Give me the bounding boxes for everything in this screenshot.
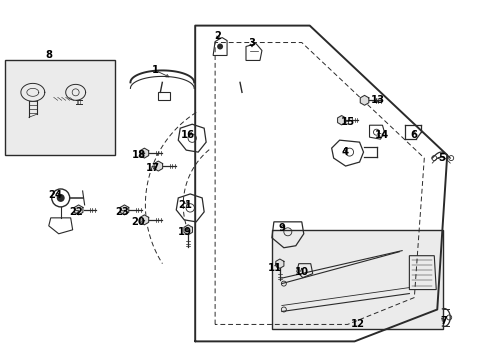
Polygon shape	[120, 205, 128, 215]
Text: 12: 12	[350, 319, 364, 329]
Text: 2: 2	[214, 31, 221, 41]
Circle shape	[217, 44, 223, 50]
Text: 21: 21	[178, 200, 192, 210]
Text: 1: 1	[151, 66, 159, 76]
Text: 9: 9	[278, 223, 285, 233]
Polygon shape	[140, 148, 148, 158]
Text: 14: 14	[374, 130, 388, 140]
Bar	[5, 60, 114, 155]
Text: 19: 19	[178, 227, 192, 237]
Text: 13: 13	[370, 95, 384, 105]
Text: 24: 24	[49, 190, 62, 200]
Text: 23: 23	[115, 207, 129, 217]
Text: 3: 3	[248, 37, 255, 48]
Text: 8: 8	[45, 50, 52, 60]
Polygon shape	[74, 205, 83, 215]
Bar	[271, 230, 442, 329]
Text: 18: 18	[131, 150, 145, 160]
Polygon shape	[183, 225, 192, 235]
Text: 16: 16	[181, 130, 195, 140]
Text: 15: 15	[340, 117, 354, 127]
Polygon shape	[140, 215, 148, 225]
Text: 6: 6	[410, 130, 417, 140]
Circle shape	[57, 194, 64, 202]
Polygon shape	[337, 116, 345, 125]
Polygon shape	[154, 161, 163, 171]
Text: 4: 4	[340, 147, 347, 157]
Text: 22: 22	[69, 207, 82, 217]
Text: 5: 5	[437, 153, 444, 163]
Text: 7: 7	[440, 316, 447, 327]
Text: 20: 20	[131, 217, 145, 227]
Polygon shape	[360, 95, 368, 105]
Text: 10: 10	[294, 267, 308, 276]
Polygon shape	[275, 259, 284, 268]
Text: 11: 11	[267, 263, 282, 273]
Text: 17: 17	[145, 163, 159, 173]
